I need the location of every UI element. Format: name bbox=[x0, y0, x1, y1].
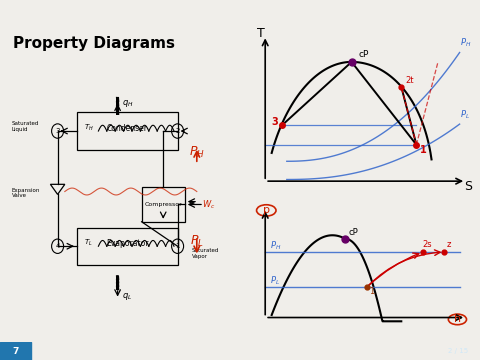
Text: $T_L$: $T_L$ bbox=[84, 238, 93, 248]
Bar bbox=[0, 342, 31, 360]
Text: Saturated
Liquid: Saturated Liquid bbox=[12, 121, 39, 132]
Text: h: h bbox=[454, 314, 461, 324]
Text: 3: 3 bbox=[55, 128, 60, 134]
Text: p: p bbox=[263, 206, 270, 215]
Bar bbox=[77, 112, 178, 150]
Text: Evaporator: Evaporator bbox=[106, 239, 148, 248]
Text: $P_L$: $P_L$ bbox=[460, 108, 469, 121]
Text: 4: 4 bbox=[55, 243, 60, 249]
Text: 1: 1 bbox=[369, 287, 374, 296]
Text: S: S bbox=[464, 180, 472, 193]
Text: T: T bbox=[257, 27, 265, 40]
Text: z: z bbox=[446, 240, 451, 249]
Text: 1: 1 bbox=[420, 145, 426, 155]
Text: Saturated
Vapor: Saturated Vapor bbox=[192, 248, 219, 259]
Text: $P_L$: $P_L$ bbox=[190, 234, 204, 249]
Text: 2 / 15: 2 / 15 bbox=[448, 348, 468, 354]
Bar bbox=[77, 228, 178, 265]
Text: $P_H$: $P_H$ bbox=[460, 37, 471, 49]
Text: Compressor: Compressor bbox=[144, 202, 182, 207]
Text: $q_L$: $q_L$ bbox=[122, 291, 132, 302]
Bar bbox=[142, 187, 185, 222]
Text: cP: cP bbox=[348, 228, 358, 237]
Text: $P_L$: $P_L$ bbox=[270, 274, 279, 287]
Text: 3: 3 bbox=[272, 117, 278, 127]
Text: Expansion
Valve: Expansion Valve bbox=[12, 188, 40, 198]
Text: $W_c$: $W_c$ bbox=[202, 198, 215, 211]
Text: 2: 2 bbox=[175, 128, 180, 134]
Text: 1: 1 bbox=[175, 243, 180, 249]
Text: 2s: 2s bbox=[423, 240, 432, 249]
Text: Condenser: Condenser bbox=[107, 124, 148, 133]
Text: Property Diagrams: Property Diagrams bbox=[13, 36, 175, 51]
Text: $P_H$: $P_H$ bbox=[189, 144, 205, 159]
Text: 2t: 2t bbox=[406, 76, 414, 85]
Text: $P_H$: $P_H$ bbox=[270, 239, 281, 252]
Text: $T_H$: $T_H$ bbox=[84, 123, 94, 133]
Text: $q_H$: $q_H$ bbox=[122, 98, 134, 109]
Text: cP: cP bbox=[358, 50, 369, 59]
Text: 7: 7 bbox=[12, 346, 19, 356]
